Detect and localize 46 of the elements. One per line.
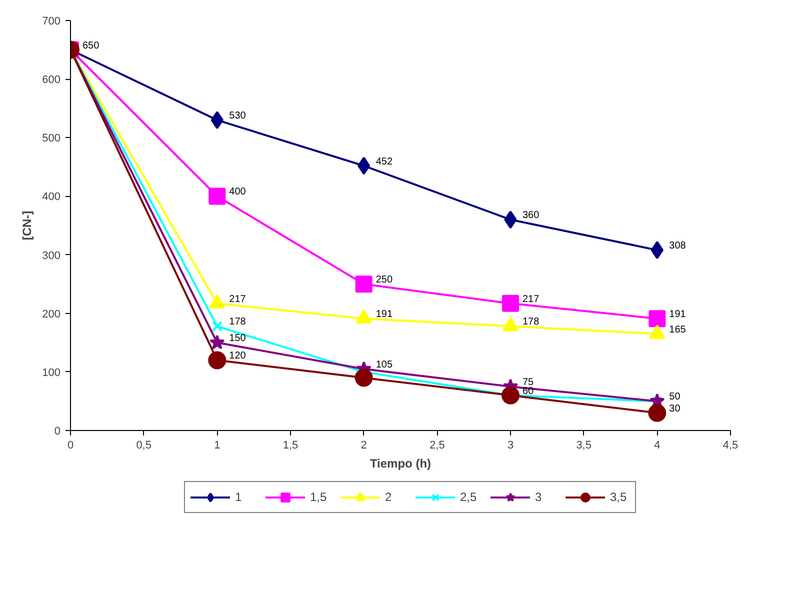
data-label: 530 bbox=[229, 110, 246, 122]
data-label: 50 bbox=[669, 392, 681, 403]
y-tick-label: 400 bbox=[42, 191, 61, 204]
x-tick-label: 1 bbox=[214, 440, 220, 452]
data-label: 191 bbox=[376, 309, 393, 320]
data-label: 650 bbox=[82, 40, 100, 52]
legend-label: 1 bbox=[235, 490, 243, 504]
y-tick-label: 200 bbox=[42, 308, 61, 320]
x-tick-label: 3 bbox=[507, 440, 514, 452]
data-label: 178 bbox=[522, 316, 540, 328]
legend-label: 1,5 bbox=[310, 490, 328, 504]
x-tick-label: 2 bbox=[360, 440, 367, 452]
data-label: 217 bbox=[522, 294, 540, 305]
legend-label: 2 bbox=[385, 490, 393, 504]
y-tick-label: 100 bbox=[42, 366, 61, 379]
x-tick-label: 0,5 bbox=[136, 440, 152, 452]
x-tick-label: 3,5 bbox=[576, 440, 592, 452]
y-tick-label: 700 bbox=[42, 16, 61, 28]
y-axis-title: [CN-] bbox=[20, 210, 34, 240]
x-tick-label: 0 bbox=[67, 440, 74, 452]
data-label: 308 bbox=[669, 240, 686, 252]
data-label: 30 bbox=[669, 403, 681, 414]
legend-label: 3 bbox=[535, 490, 543, 504]
data-label: 120 bbox=[229, 350, 246, 362]
data-label: 178 bbox=[229, 316, 246, 328]
data-label: 75 bbox=[522, 377, 534, 388]
x-tick-label: 2,5 bbox=[430, 440, 445, 452]
data-label: 360 bbox=[522, 210, 540, 222]
y-tick-label: 600 bbox=[42, 74, 61, 86]
y-tick-label: 0 bbox=[54, 426, 61, 438]
y-tick-label: 300 bbox=[42, 250, 61, 262]
legend-label: 3,5 bbox=[610, 490, 628, 504]
y-tick-label: 500 bbox=[42, 132, 61, 145]
data-label: 250 bbox=[376, 274, 393, 286]
data-label: 217 bbox=[229, 294, 246, 305]
x-tick-label: 4,5 bbox=[722, 440, 738, 452]
x-axis-title: Tiempo (h) bbox=[370, 456, 432, 470]
legend-label: 2,5 bbox=[460, 490, 478, 504]
data-label: 191 bbox=[669, 309, 686, 320]
x-tick-label: 4 bbox=[654, 440, 660, 452]
data-label: 150 bbox=[229, 333, 246, 344]
x-tick-label: 1,5 bbox=[282, 440, 298, 452]
data-label: 452 bbox=[376, 156, 393, 168]
data-label: 165 bbox=[669, 324, 686, 336]
data-label: 400 bbox=[229, 186, 246, 198]
data-label: 105 bbox=[376, 360, 393, 370]
